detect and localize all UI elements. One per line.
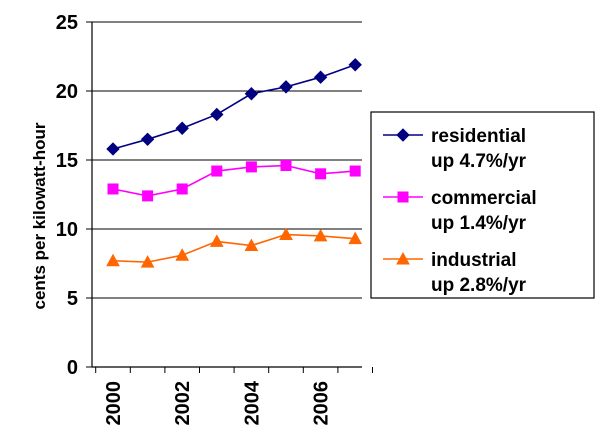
y-tick-labels: 0 5 10 15 20 25 [56,12,78,379]
data-point-industrial [140,255,155,268]
series-line-commercial [112,164,356,197]
y-tick-label: 5 [67,288,78,310]
legend-box [370,111,595,299]
data-point-industrial [209,234,224,247]
data-point-commercial [280,160,292,172]
data-point-residential [106,142,120,156]
data-point-commercial [176,183,188,195]
y-tick-label: 10 [56,219,78,241]
x-tick-label: 2004 [241,380,263,425]
data-point-industrial [244,238,259,252]
data-point-commercial [211,165,223,177]
data-point-residential [313,70,328,84]
legend-label-industrial: industrial [431,250,517,271]
data-point-industrial [106,253,120,267]
data-point-industrial [348,231,363,245]
y-tick-label: 25 [56,12,78,34]
data-point-residential [279,80,293,94]
legend-marker-industrial [396,251,410,265]
x-tick-label: 2000 [103,381,125,426]
data-point-residential [175,121,189,135]
axes [86,21,373,373]
data-point-residential [244,87,259,101]
legend-label-residential: residential [431,126,526,147]
legend-sublabel-industrial: up 2.8%/yr [431,275,527,296]
data-point-commercial [315,168,327,180]
x-tick-label: 2006 [311,381,333,426]
data-point-commercial [107,183,119,195]
y-tick-label: 20 [56,81,78,103]
data-point-industrial [279,227,293,241]
data-point-industrial [313,228,328,242]
series-line-residential [112,64,356,150]
data-point-commercial [142,190,154,202]
legend-marker-commercial [397,191,409,203]
x-tick-labels: 2000 2002 2004 2006 [103,380,333,425]
y-tick-label: 0 [67,357,78,379]
series-group [106,58,363,268]
data-point-commercial [349,165,361,177]
data-point-commercial [245,161,257,173]
data-point-residential [210,107,224,122]
legend-sublabel-commercial: up 1.4%/yr [431,213,527,234]
legend-marker-residential [396,128,410,142]
legend-sublabel-residential: up 4.7%/yr [431,151,527,172]
data-point-industrial [175,248,190,261]
data-point-residential [348,58,362,72]
legend-label-commercial: commercial [431,188,537,209]
legend: residential up 4.7%/yr commercial up 1.4%/y… [370,111,595,299]
gridlines [92,21,362,299]
y-axis-label: cents per kilowatt-hour [30,122,49,309]
y-tick-label: 15 [56,150,78,172]
x-tick-label: 2002 [172,381,194,426]
data-point-residential [140,132,155,147]
series-line-industrial [112,233,356,263]
